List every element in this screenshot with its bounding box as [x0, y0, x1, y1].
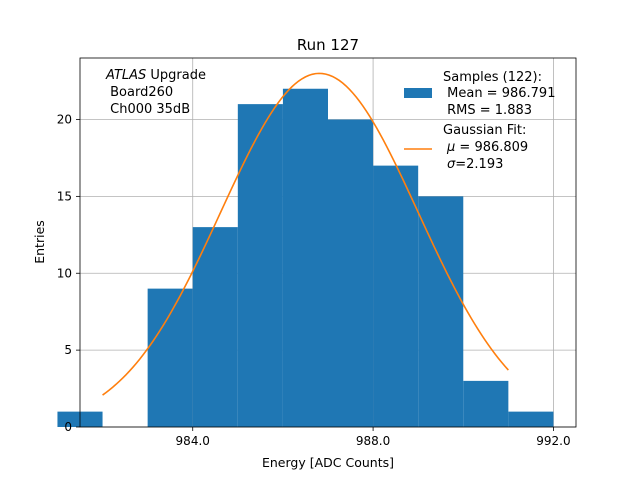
- histogram-bar: [282, 88, 328, 427]
- annotation-channel: Ch000 35dB: [106, 102, 190, 117]
- legend-samples-mean: Mean = 986.791: [443, 86, 555, 101]
- annotation-line-1: ATLAS Upgrade: [105, 68, 206, 83]
- atlas-label: ATLAS: [105, 68, 146, 83]
- y-tick-label: 10: [57, 266, 72, 280]
- y-tick-label: 0: [64, 420, 72, 434]
- ticks-layer: 984.0 988.0 992.0 0 5 10 15 20: [57, 113, 571, 449]
- legend-fit-mu: μ = 986.809: [446, 140, 528, 155]
- x-tick-label: 992.0: [536, 434, 570, 448]
- histogram-bar: [463, 380, 509, 427]
- histogram-bar: [192, 227, 238, 427]
- upgrade-label: Upgrade: [146, 68, 206, 83]
- legend-fit-title: Gaussian Fit:: [443, 123, 526, 138]
- sigma-symbol: σ: [447, 157, 456, 172]
- mu-symbol: μ: [446, 140, 455, 155]
- histogram-bar: [418, 196, 464, 427]
- x-tick-label: 984.0: [176, 434, 210, 448]
- legend-samples-swatch: [404, 88, 432, 98]
- y-tick-label: 5: [64, 343, 72, 357]
- y-tick-label: 20: [57, 113, 72, 127]
- legend: Samples (122): Mean = 986.791 RMS = 1.88…: [404, 70, 555, 172]
- mu-value: = 986.809: [455, 140, 528, 155]
- x-axis-label: Energy [ADC Counts]: [262, 455, 394, 470]
- legend-samples-rms: RMS = 1.883: [443, 103, 532, 118]
- x-tick-label: 988.0: [356, 434, 390, 448]
- legend-samples-title: Samples (122):: [443, 70, 542, 85]
- plot-frame: [79, 57, 577, 428]
- histogram-bar: [373, 165, 419, 427]
- y-tick-label: 15: [57, 189, 72, 203]
- histogram-bar: [328, 119, 374, 427]
- histogram-bar: [237, 104, 283, 427]
- annotation-board: Board260: [106, 85, 173, 100]
- histogram-bar: [147, 288, 193, 427]
- bars-layer: [57, 88, 554, 427]
- sigma-value: =2.193: [455, 157, 503, 172]
- histogram-bar: [508, 411, 554, 427]
- gaussian-fit-curve: [102, 72, 509, 396]
- legend-fit-sigma: σ=2.193: [447, 157, 503, 172]
- chart-title: Run 127: [297, 36, 359, 54]
- y-axis-label: Entries: [32, 220, 47, 264]
